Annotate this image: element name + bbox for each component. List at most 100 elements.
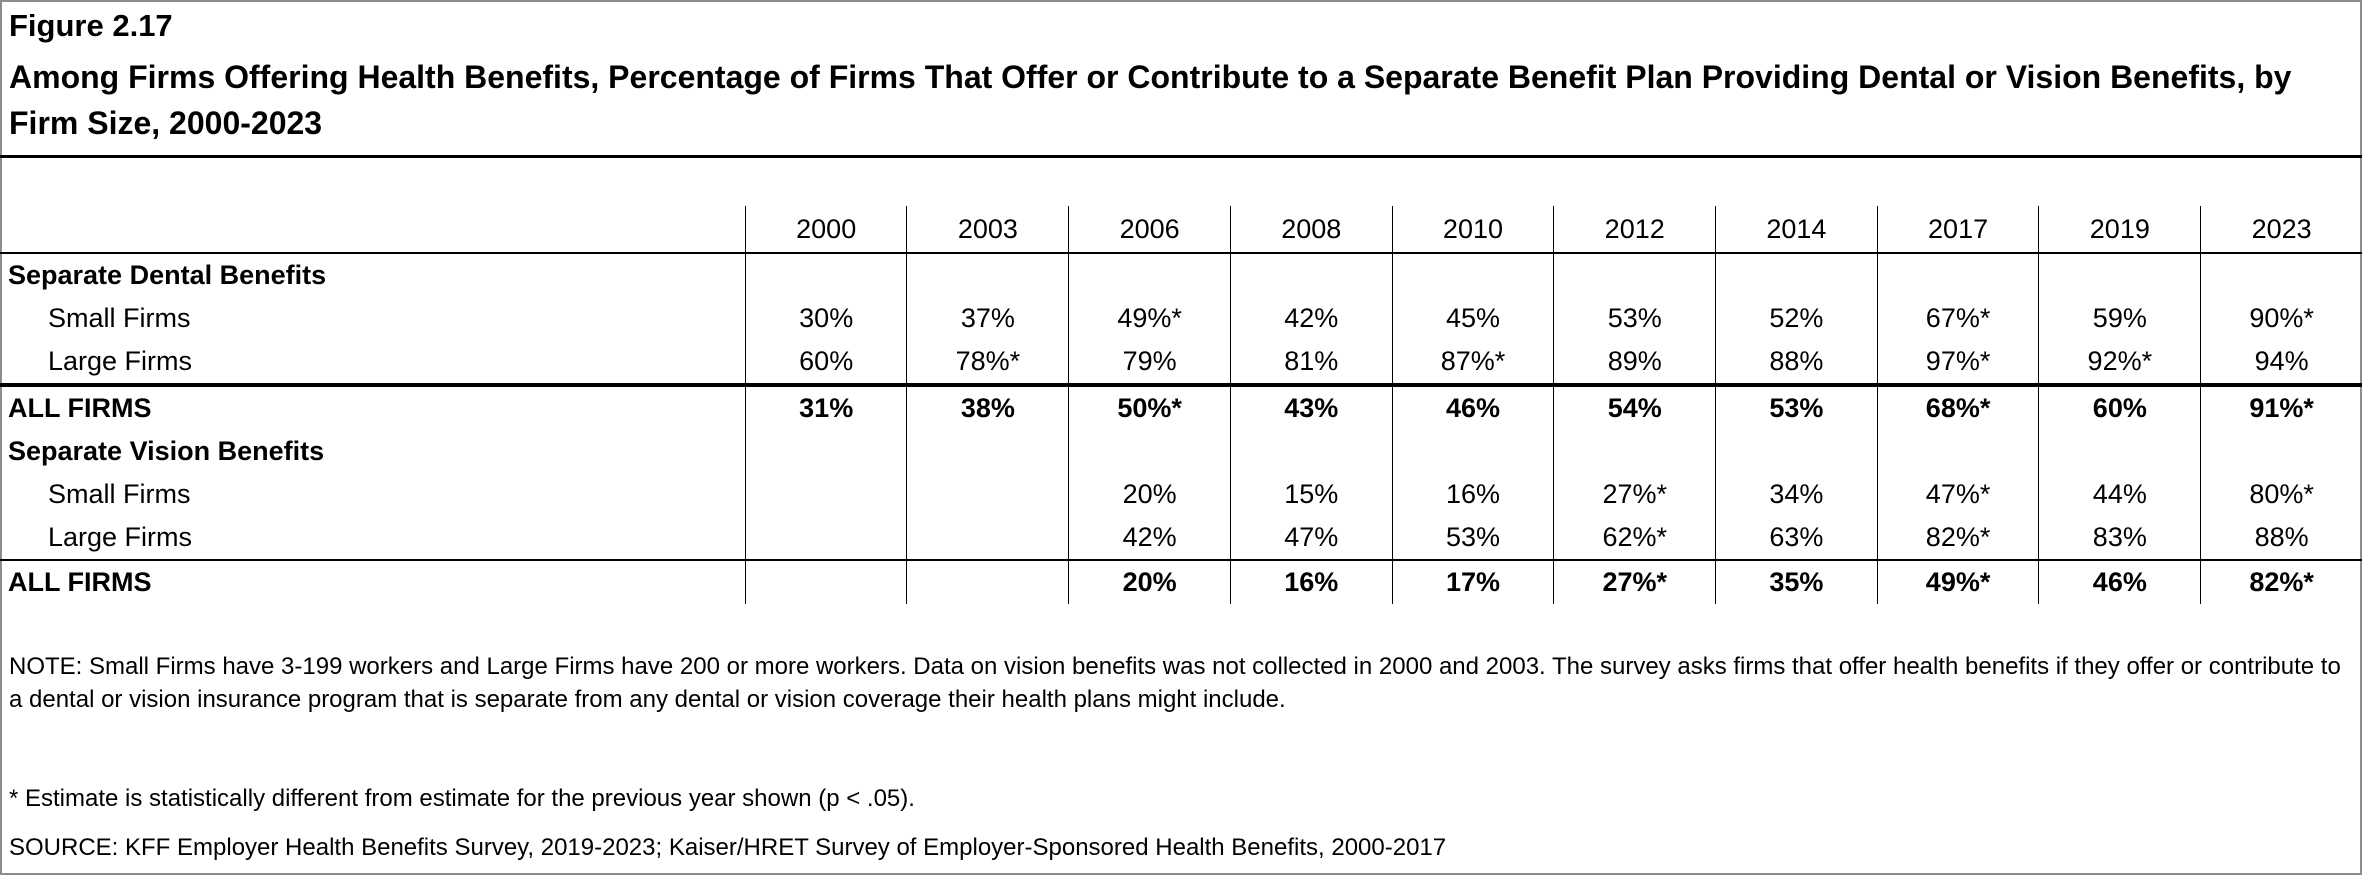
value-cell: 34%: [1715, 473, 1878, 516]
value-cell: 30%: [744, 297, 907, 340]
year-header: 2003: [906, 206, 1069, 254]
total-value-cell: 49%*: [1876, 559, 2039, 604]
value-cell: 89%: [1553, 340, 1716, 385]
table-row: Large Firms 60% 78%* 79% 81% 87%* 89% 88% 97%* 92…: [0, 340, 2362, 385]
value-cell: 49%*: [1068, 297, 1231, 340]
total-value-cell: 20%: [1068, 559, 1231, 604]
data-table: 2000 2003 2006 2008 2010 2012 2014 2017 2019 2023…: [0, 206, 2362, 604]
value-cell: 63%: [1715, 516, 1878, 560]
total-value-cell: [744, 559, 907, 604]
total-value-cell: 16%: [1229, 559, 1393, 604]
value-cell: 78%*: [906, 340, 1069, 385]
year-header: 2023: [2200, 206, 2362, 254]
title-divider: [0, 155, 2362, 158]
note-text: NOTE: Small Firms have 3-199 workers and…: [9, 653, 2341, 713]
total-label: ALL FIRMS: [0, 559, 746, 604]
value-cell: 62%*: [1553, 516, 1716, 560]
value-cell: 15%: [1229, 473, 1393, 516]
value-cell: 80%*: [2200, 473, 2362, 516]
value-cell: [744, 473, 907, 516]
empty-cell: [2038, 430, 2201, 473]
empty-cell: [906, 253, 1069, 297]
figure-number: Figure 2.17: [9, 8, 173, 43]
value-cell: 82%*: [1876, 516, 2039, 560]
total-value-cell: 68%*: [1876, 383, 2039, 430]
empty-cell: [1229, 253, 1393, 297]
year-header: 2010: [1391, 206, 1554, 254]
empty-cell: [1068, 430, 1231, 473]
total-row: ALL FIRMS 20% 16% 17% 27%* 35% 49%* 46% 82%*: [0, 559, 2362, 604]
value-cell: 59%: [2038, 297, 2201, 340]
empty-cell: [1553, 253, 1716, 297]
section-header-row: Separate Vision Benefits: [0, 430, 2362, 473]
value-cell: [906, 473, 1069, 516]
value-cell: 88%: [2200, 516, 2362, 560]
value-cell: 53%: [1553, 297, 1716, 340]
value-cell: 47%: [1229, 516, 1393, 560]
total-row: ALL FIRMS 31% 38% 50%* 43% 46% 54% 53% 68%* 60% 91…: [0, 383, 2362, 430]
table-row: Large Firms 42% 47% 53% 62%* 63% 82%* 83% 88%: [0, 516, 2362, 560]
value-cell: 90%*: [2200, 297, 2362, 340]
total-value-cell: 35%: [1715, 559, 1878, 604]
empty-cell: [1715, 430, 1878, 473]
empty-cell: [1068, 253, 1231, 297]
value-cell: 45%: [1391, 297, 1554, 340]
section-header-row: Separate Dental Benefits: [0, 253, 2362, 297]
total-value-cell: 38%: [906, 383, 1069, 430]
year-header: 2008: [1229, 206, 1393, 254]
year-header: 2000: [744, 206, 907, 254]
total-value-cell: 50%*: [1068, 383, 1231, 430]
empty-cell: [1391, 430, 1554, 473]
row-label: Large Firms: [48, 522, 193, 552]
value-cell: 44%: [2038, 473, 2201, 516]
empty-cell: [1553, 430, 1716, 473]
value-cell: 87%*: [1391, 340, 1554, 385]
total-value-cell: [906, 559, 1069, 604]
value-cell: 83%: [2038, 516, 2201, 560]
total-value-cell: 46%: [2038, 559, 2201, 604]
value-cell: 94%: [2200, 340, 2362, 385]
year-header: 2014: [1715, 206, 1878, 254]
value-cell: 60%: [744, 340, 907, 385]
row-label: Small Firms: [48, 479, 191, 509]
table-row: Small Firms 30% 37% 49%* 42% 45% 53% 52% 67%* 59%…: [0, 297, 2362, 340]
value-cell: 20%: [1068, 473, 1231, 516]
empty-cell: [1876, 430, 2039, 473]
year-header: 2019: [2038, 206, 2201, 254]
section-label: Separate Dental Benefits: [8, 260, 327, 290]
total-label: ALL FIRMS: [0, 383, 746, 430]
value-cell: 97%*: [1876, 340, 2039, 385]
section-label: Separate Vision Benefits: [8, 436, 325, 466]
total-value-cell: 17%: [1391, 559, 1554, 604]
header-corner: [0, 206, 746, 254]
value-cell: 16%: [1391, 473, 1554, 516]
value-cell: 88%: [1715, 340, 1878, 385]
value-cell: 27%*: [1553, 473, 1716, 516]
total-value-cell: 31%: [744, 383, 907, 430]
value-cell: 92%*: [2038, 340, 2201, 385]
empty-cell: [1391, 253, 1554, 297]
empty-cell: [1715, 253, 1878, 297]
figure-title: Among Firms Offering Health Benefits, Pe…: [9, 59, 2292, 141]
total-value-cell: 82%*: [2200, 559, 2362, 604]
value-cell: 52%: [1715, 297, 1878, 340]
value-cell: 47%*: [1876, 473, 2039, 516]
value-cell: 81%: [1229, 340, 1393, 385]
empty-cell: [2200, 253, 2362, 297]
year-header: 2017: [1876, 206, 2039, 254]
total-value-cell: 60%: [2038, 383, 2201, 430]
row-label: Small Firms: [48, 303, 191, 333]
year-header: 2012: [1553, 206, 1716, 254]
value-cell: 67%*: [1876, 297, 2039, 340]
table-row: Small Firms 20% 15% 16% 27%* 34% 47%* 44% 80%*: [0, 473, 2362, 516]
empty-cell: [906, 430, 1069, 473]
total-value-cell: 43%: [1229, 383, 1393, 430]
empty-cell: [744, 430, 907, 473]
value-cell: 37%: [906, 297, 1069, 340]
header-row: 2000 2003 2006 2008 2010 2012 2014 2017 2019 2023: [0, 206, 2362, 254]
value-cell: 42%: [1068, 516, 1231, 560]
total-value-cell: 53%: [1715, 383, 1878, 430]
empty-cell: [1876, 253, 2039, 297]
total-value-cell: 54%: [1553, 383, 1716, 430]
empty-cell: [2038, 253, 2201, 297]
